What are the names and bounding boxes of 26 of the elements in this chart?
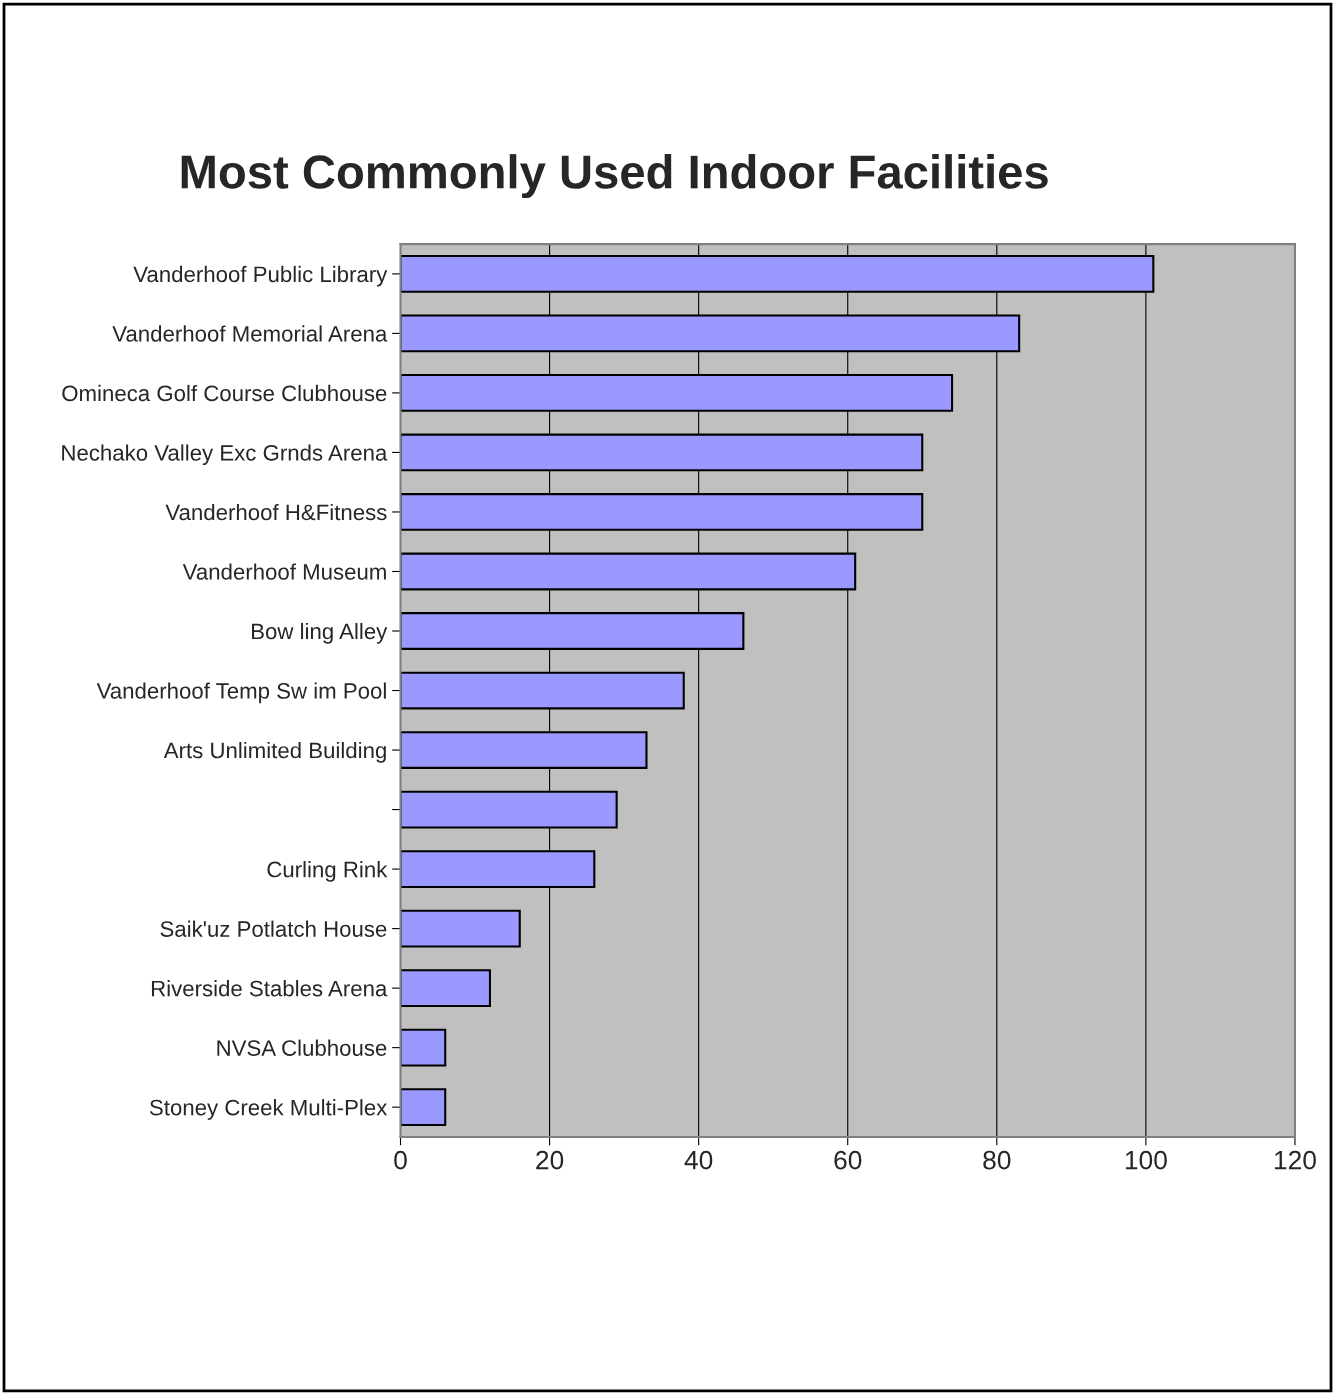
y-tick-label: Vanderhoof H&Fitness [165, 503, 387, 521]
y-tick-label: Arts Unlimited Building [163, 741, 386, 763]
x-tick-label: 100 [1125, 1150, 1167, 1170]
y-tick-label: Bow ling Alley [252, 622, 388, 644]
x-tick-label: 80 [983, 1150, 1011, 1170]
chart-title: Most Commonly Used Indoor Facilities [181, 154, 1048, 199]
bar [400, 909, 521, 948]
y-tick-label: Nechako Valley Exc Grnds Arena [62, 444, 388, 466]
y-tick-label: NVSA Clubhouse [217, 1039, 387, 1056]
y-tick-label: Omineca Golf Course Clubhouse [62, 384, 387, 402]
y-tick-label: Vanderhoof Temp Sw im Pool [96, 682, 386, 704]
x-tick-label: 20 [536, 1150, 564, 1170]
y-tick-label: Riverside Stables Arena [151, 980, 388, 997]
y-tick-label: Saik'uz Potlatch House [160, 920, 387, 937]
bar [400, 1028, 447, 1067]
x-tick-label: 40 [684, 1150, 713, 1170]
x-tick-label: 120 [1274, 1150, 1316, 1170]
x-tick-label: 60 [834, 1150, 862, 1170]
x-tick-label: 0 [394, 1150, 407, 1170]
y-tick-label: Stoney Creek Multi-Plex [149, 1099, 388, 1120]
y-tick-label: Vanderhoof Museum [182, 563, 386, 580]
y-tick-label: Curling Rink [267, 861, 388, 882]
bar [400, 969, 491, 1008]
bar [400, 1088, 447, 1127]
y-tick-label: Vanderhoof Public Library [133, 265, 388, 287]
y-tick-label: Vanderhoof Memorial Arena [112, 325, 388, 342]
